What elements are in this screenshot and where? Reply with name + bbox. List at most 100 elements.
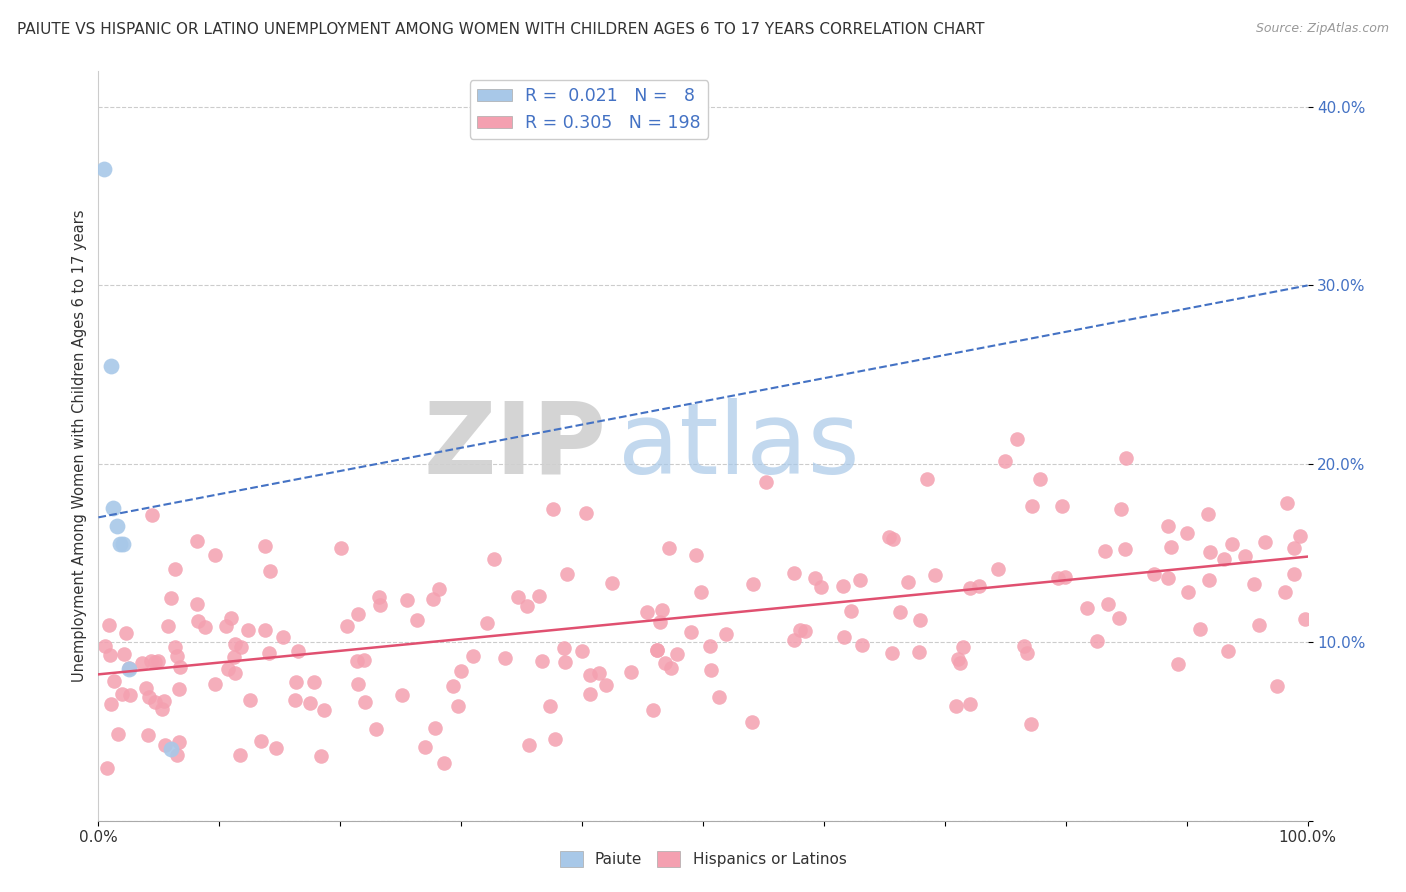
Point: [284, 693, 307, 707]
Point: [1111, 502, 1133, 516]
Point: [1282, 541, 1305, 555]
Point: [1274, 585, 1296, 599]
Point: [1160, 540, 1182, 554]
Point: [141, 654, 163, 668]
Point: [187, 615, 209, 629]
Point: [538, 699, 561, 714]
Point: [831, 579, 853, 593]
Point: [329, 541, 352, 555]
Point: [336, 619, 359, 633]
Point: [643, 703, 665, 717]
Point: [103, 674, 125, 689]
Text: Source: ZipAtlas.com: Source: ZipAtlas.com: [1256, 22, 1389, 36]
Point: [97, 617, 120, 632]
Point: [222, 649, 245, 664]
Point: [152, 702, 174, 716]
Point: [755, 475, 778, 489]
Point: [120, 688, 142, 702]
Point: [650, 602, 672, 616]
Point: [952, 640, 974, 654]
Point: [1254, 534, 1277, 549]
Point: [685, 548, 707, 562]
Point: [494, 650, 516, 665]
Point: [1094, 543, 1116, 558]
Point: [1198, 507, 1220, 521]
Point: [475, 616, 498, 631]
Point: [143, 695, 166, 709]
Point: [450, 664, 472, 678]
Point: [588, 665, 610, 680]
Point: [1007, 432, 1029, 446]
Point: [186, 534, 208, 549]
Point: [415, 739, 437, 754]
Point: [284, 675, 307, 690]
Point: [118, 661, 141, 675]
Point: [1220, 537, 1243, 551]
Point: [231, 640, 253, 654]
Point: [659, 661, 682, 675]
Point: [1216, 644, 1239, 658]
Point: [987, 562, 1010, 576]
Point: [1157, 519, 1180, 533]
Point: [484, 552, 506, 566]
Point: [1012, 639, 1035, 653]
Point: [447, 698, 470, 713]
Point: [832, 630, 855, 644]
Point: [253, 624, 276, 638]
Point: [160, 742, 183, 756]
Point: [105, 519, 128, 533]
Point: [249, 734, 271, 748]
Point: [1114, 542, 1136, 557]
Point: [219, 610, 242, 624]
Point: [302, 675, 325, 690]
Point: [1029, 472, 1052, 486]
Point: [579, 667, 602, 681]
Point: [1097, 598, 1119, 612]
Point: [1177, 526, 1199, 541]
Point: [967, 579, 990, 593]
Point: [167, 682, 190, 697]
Text: PAIUTE VS HISPANIC OR LATINO UNEMPLOYMENT AMONG WOMEN WITH CHILDREN AGES 6 TO 17: PAIUTE VS HISPANIC OR LATINO UNEMPLOYMEN…: [17, 22, 984, 37]
Point: [98, 648, 121, 663]
Point: [224, 637, 246, 651]
Point: [1167, 657, 1189, 671]
Point: [146, 654, 169, 668]
Point: [94, 639, 117, 653]
Point: [519, 739, 541, 753]
Point: [143, 655, 166, 669]
Point: [346, 654, 368, 668]
Point: [287, 644, 309, 658]
Point: [1177, 584, 1199, 599]
Point: [229, 747, 252, 762]
Point: [1233, 549, 1256, 563]
Point: [100, 359, 122, 373]
Point: [367, 590, 389, 604]
Point: [441, 679, 464, 693]
Point: [600, 576, 623, 591]
Point: [135, 681, 157, 696]
Point: [917, 472, 939, 486]
Point: [543, 731, 565, 746]
Point: [1047, 571, 1070, 585]
Point: [1247, 617, 1270, 632]
Point: [650, 615, 672, 629]
Point: [665, 648, 688, 662]
Point: [204, 677, 226, 691]
Point: [679, 624, 702, 639]
Point: [1076, 601, 1098, 615]
Point: [1115, 450, 1137, 465]
Point: [1085, 634, 1108, 648]
Point: [115, 626, 138, 640]
Point: [96, 761, 118, 775]
Point: [107, 727, 129, 741]
Point: [427, 582, 450, 597]
Point: [619, 665, 641, 679]
Point: [541, 501, 564, 516]
Point: [157, 619, 180, 633]
Point: [804, 571, 827, 585]
Point: [405, 613, 427, 627]
Point: [841, 603, 863, 617]
Point: [879, 530, 901, 544]
Point: [783, 633, 806, 648]
Point: [309, 748, 332, 763]
